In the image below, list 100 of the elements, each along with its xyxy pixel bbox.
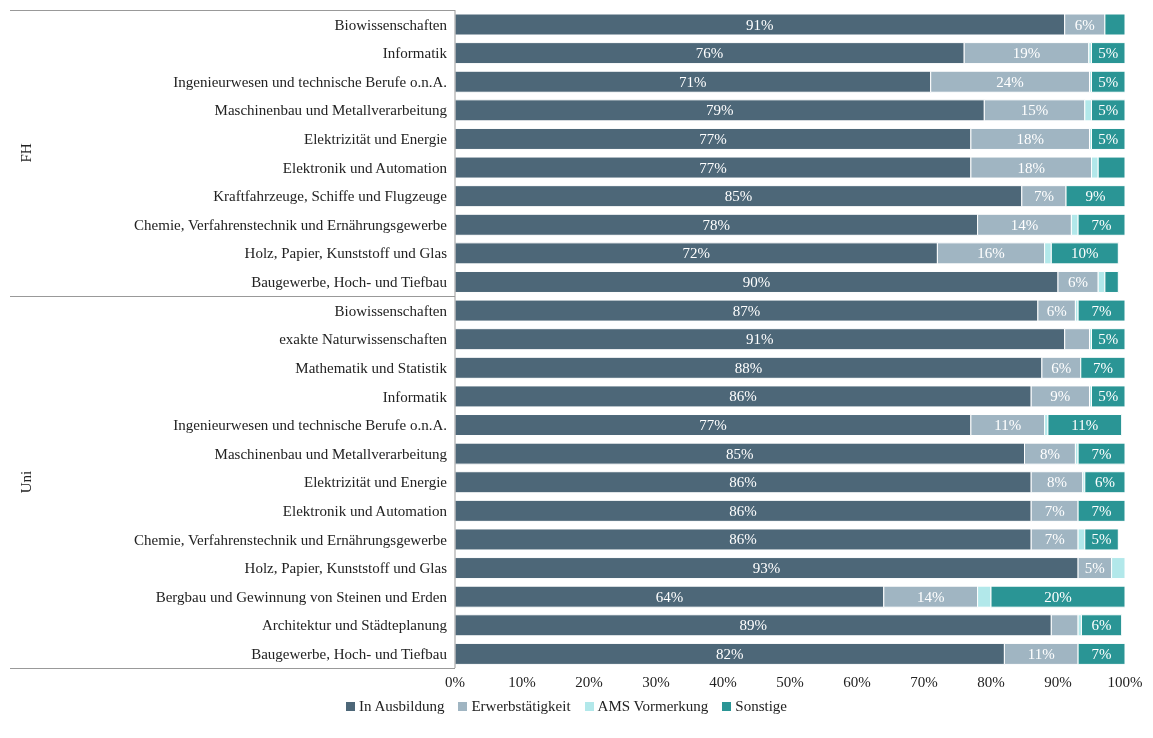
data-label: 9%: [1085, 188, 1106, 205]
data-label: 6%: [1051, 359, 1072, 376]
data-label: 64%: [655, 588, 684, 605]
text: In Ausbildung: [359, 698, 445, 715]
x-tick-label: 70%: [910, 673, 938, 690]
data-label: 8%: [1039, 445, 1060, 462]
y-tick-label: Mathematik und Statistik: [295, 359, 448, 376]
data-label: 77%: [699, 130, 727, 147]
legend-label: AMS Vormerkung: [597, 698, 709, 715]
data-label: 85%: [724, 188, 753, 205]
legend-label: Sonstige: [735, 698, 787, 715]
x-tick-label: 0%: [445, 673, 465, 690]
x-tick-label: 60%: [843, 673, 871, 690]
data-label: 11%: [1071, 417, 1099, 434]
x-tick-label: 100%: [1107, 673, 1143, 690]
y-tick-label: Informatik: [382, 45, 448, 62]
y-tick-label: Maschinenbau und Metallverarbeitung: [214, 445, 448, 462]
data-label: 15%: [1020, 102, 1049, 119]
data-label: 90%: [742, 273, 771, 290]
data-label: 87%: [732, 302, 761, 319]
bar: [1077, 299, 1125, 322]
data-label: 7%: [1091, 502, 1112, 519]
data-label: 71%: [679, 73, 707, 90]
data-label: 91%: [746, 331, 774, 348]
x-tick-label: 30%: [642, 673, 670, 690]
data-label: 9%: [1050, 388, 1071, 405]
data-label: 6%: [1068, 273, 1089, 290]
data-label: 11%: [994, 417, 1022, 434]
data-label: 93%: [752, 560, 781, 577]
data-label: 76%: [695, 45, 724, 62]
data-label: 5%: [1098, 73, 1119, 90]
y-tick-label: Elektronik und Automation: [282, 159, 448, 176]
data-label: 77%: [699, 159, 727, 176]
data-label: 85%: [726, 445, 754, 462]
y-tick-label: Architektur und Städteplanung: [262, 617, 448, 634]
data-label: 14%: [1010, 216, 1039, 233]
y-tick-label: Elektrizität und Energie: [303, 474, 448, 491]
data-label: 5%: [1084, 560, 1105, 577]
data-label: 79%: [705, 102, 734, 119]
data-label: 89%: [739, 617, 767, 634]
data-label: 7%: [1033, 188, 1054, 205]
data-label: 5%: [1098, 102, 1119, 119]
y-tick-label: Ingenieurwesen und technische Berufe o.n.A.: [173, 417, 447, 434]
x-tick-label: 40%: [709, 673, 737, 690]
y-tick-label: Ingenieurwesen und technische Berufe o.n.A.: [173, 73, 447, 90]
data-label: 7%: [1092, 359, 1113, 376]
data-label: 5%: [1098, 130, 1119, 147]
data-label: 7%: [1044, 502, 1065, 519]
y-tick-label: Holz, Papier, Kunststoff und Glas: [244, 560, 448, 577]
y-tick-label: Maschinenbau und Metallverarbeitung: [214, 102, 448, 119]
data-label: 18%: [1017, 159, 1045, 176]
data-label: 86%: [729, 388, 757, 405]
data-label: 7%: [1091, 216, 1112, 233]
data-label: 77%: [699, 417, 727, 434]
data-label: 10%: [1071, 245, 1099, 262]
y-tick-label: Biowissenschaften: [334, 302, 448, 319]
data-label: 7%: [1091, 645, 1112, 662]
y-tick-label: Chemie, Verfahrenstechnik und Ernährungsgewerbe: [134, 216, 448, 233]
y-tick-label: Chemie, Verfahrenstechnik und Ernährungsgewerbe: [134, 531, 448, 548]
y-tick-label: Kraftfahrzeuge, Schiffe und Flugzeuge: [213, 188, 448, 205]
data-label: 19%: [1012, 45, 1041, 62]
data-label: 5%: [1091, 531, 1112, 548]
data-label: 88%: [734, 359, 763, 376]
data-label: 6%: [1074, 16, 1095, 33]
data-label: 5%: [1098, 331, 1119, 348]
data-label: 82%: [715, 645, 744, 662]
y-tick-label: Elektronik und Automation: [282, 502, 448, 519]
data-label: 86%: [729, 502, 757, 519]
data-label: 24%: [996, 73, 1024, 90]
bar: [1047, 414, 1123, 437]
data-label: 7%: [1091, 445, 1112, 462]
data-label: 8%: [1046, 474, 1067, 491]
data-label: 16%: [977, 245, 1005, 262]
data-label: 86%: [729, 474, 757, 491]
x-tick-label: 50%: [776, 673, 804, 690]
data-label: 91%: [746, 16, 774, 33]
data-label: 86%: [729, 531, 757, 548]
y-tick-label: Baugewerbe, Hoch- und Tiefbau: [251, 274, 448, 291]
data-label: 6%: [1091, 617, 1112, 634]
x-tick-label: 90%: [1044, 673, 1072, 690]
data-label: 20%: [1044, 588, 1072, 605]
text: FH: [17, 143, 35, 163]
y-tick-label: Holz, Papier, Kunststoff und Glas: [244, 245, 448, 262]
y-tick-label: exakte Naturwissenschaften: [279, 331, 448, 348]
y-tick-label: Baugewerbe, Hoch- und Tiefbau: [251, 646, 448, 663]
legend-label: Erwerbstätigkeit: [471, 698, 571, 715]
data-label: 18%: [1016, 130, 1044, 147]
data-label: 5%: [1098, 45, 1119, 62]
data-label: 6%: [1046, 302, 1067, 319]
bar: [1077, 442, 1125, 465]
y-tick-label: Biowissenschaften: [334, 16, 448, 33]
x-tick-label: 10%: [508, 673, 536, 690]
data-label: 7%: [1044, 531, 1065, 548]
y-tick-label: Bergbau und Gewinnung von Steinen und Erden: [155, 588, 448, 605]
bar: [1091, 385, 1125, 408]
data-label: 7%: [1091, 302, 1112, 319]
text: Uni: [17, 470, 35, 494]
y-tick-label: Elektrizität und Energie: [303, 131, 448, 148]
data-label: 6%: [1094, 474, 1115, 491]
data-label: 5%: [1098, 388, 1119, 405]
